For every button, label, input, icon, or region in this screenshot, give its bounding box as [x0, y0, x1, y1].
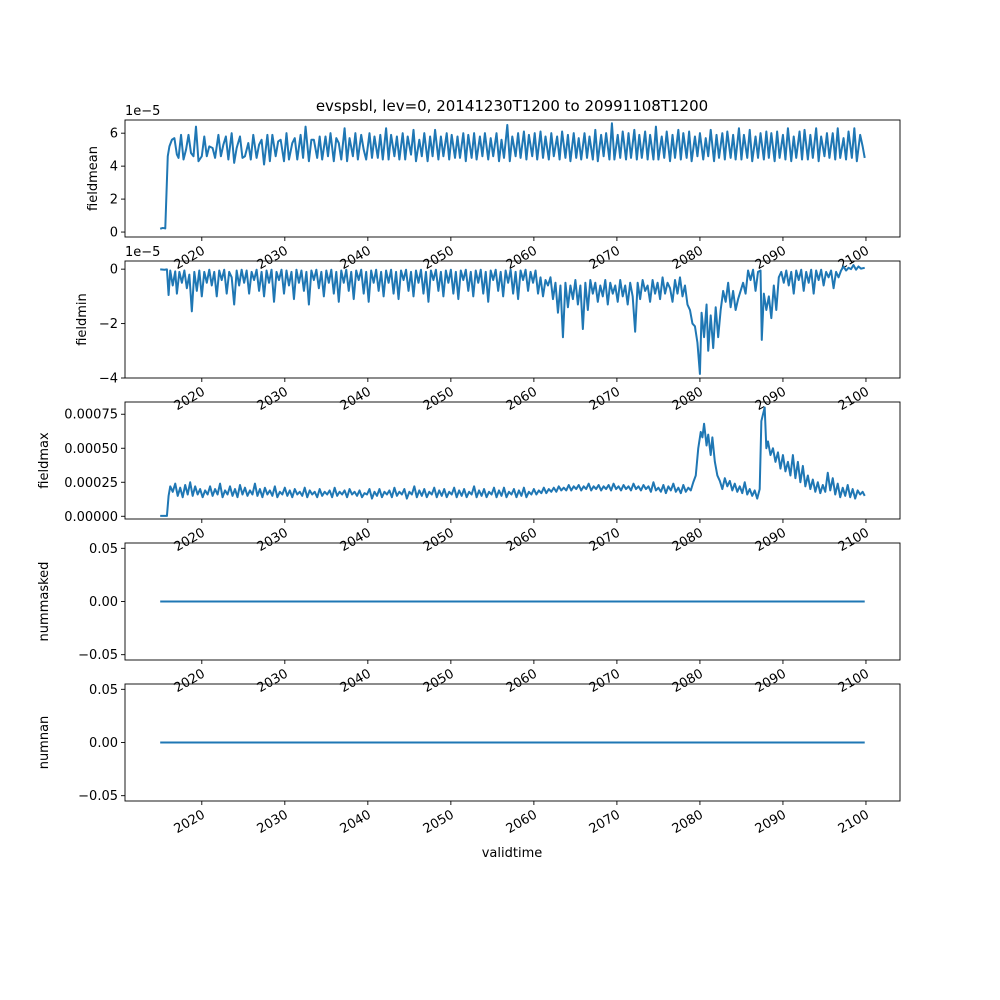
y-tick-label: 0.00050: [64, 442, 118, 457]
chart-title: evspsbl, lev=0, 20141230T1200 to 2099110…: [316, 97, 708, 115]
series-line-fieldmean: [159, 122, 866, 230]
axes-frame: [124, 119, 901, 238]
y-tick-label: 0.00: [89, 595, 118, 610]
series-line-fieldmax: [160, 406, 866, 517]
offset-text: 1e−5: [125, 245, 160, 260]
y-axis-label: numnan: [37, 716, 52, 770]
y-axis-label: fieldmean: [86, 146, 101, 211]
y-tick-label: 0: [110, 226, 118, 241]
axes-frame: [124, 260, 901, 379]
y-tick-label: 0.00025: [64, 476, 118, 491]
y-tick-label: 0: [110, 263, 118, 278]
y-tick-label: 0.05: [89, 683, 118, 698]
y-axis-label: fieldmin: [75, 293, 90, 346]
x-axis-label: validtime: [482, 846, 543, 861]
y-tick-label: 0.05: [89, 542, 118, 557]
y-tick-label: −0.05: [78, 789, 118, 804]
axes-frame: [124, 401, 901, 520]
y-tick-label: 2: [110, 193, 118, 208]
y-tick-label: 0.00: [89, 736, 118, 751]
y-tick-label: 4: [110, 160, 118, 175]
y-axis-label: fieldmax: [37, 432, 52, 489]
y-tick-label: 0.00075: [64, 408, 118, 423]
y-tick-label: 0.00000: [64, 510, 118, 525]
y-tick-label: −2: [99, 317, 118, 332]
y-tick-label: −4: [99, 372, 118, 387]
offset-text: 1e−5: [125, 104, 160, 119]
y-axis-label: nummasked: [37, 562, 52, 642]
y-tick-label: −0.05: [78, 648, 118, 663]
series-line-fieldmin: [160, 264, 865, 375]
y-tick-label: 6: [110, 127, 118, 142]
